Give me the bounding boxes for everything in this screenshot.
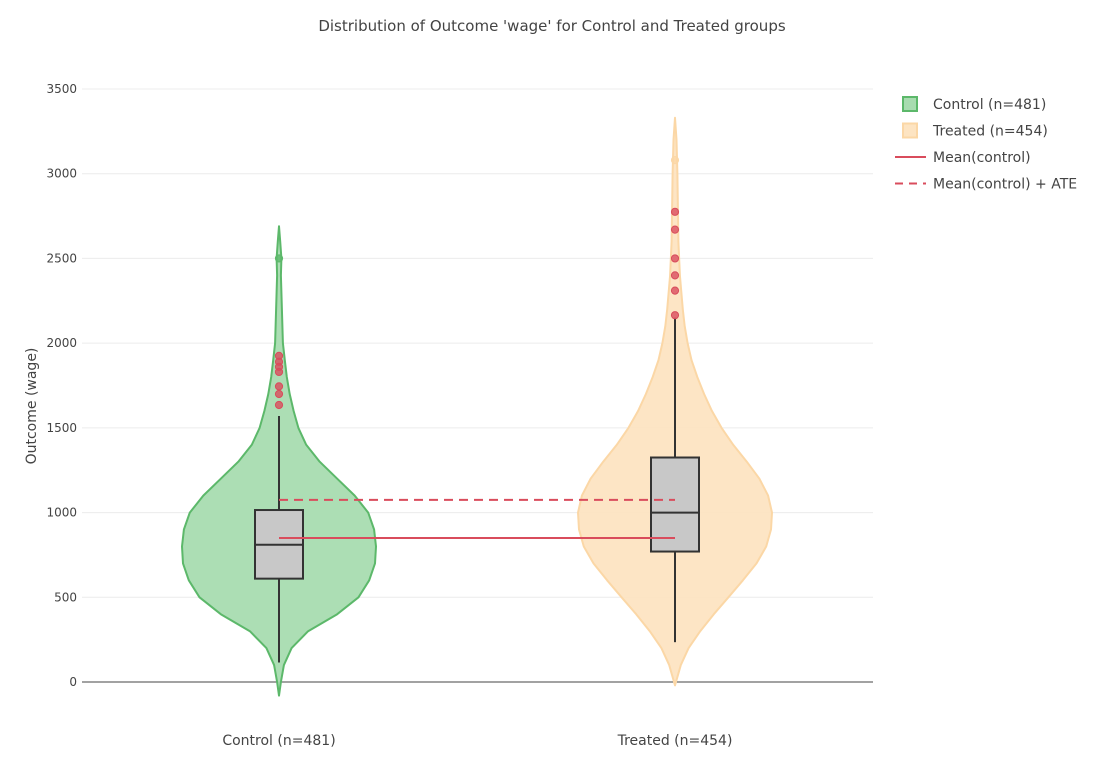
y-tick-label: 500 bbox=[54, 590, 77, 604]
y-tick-label: 1500 bbox=[46, 421, 77, 435]
outlier-point[interactable] bbox=[670, 254, 680, 263]
legend-label: Treated (n=454) bbox=[932, 124, 1048, 140]
legend-item[interactable]: Control (n=481) bbox=[902, 96, 1046, 113]
y-tick-label: 2000 bbox=[46, 336, 77, 350]
x-category-label: Control (n=481) bbox=[222, 733, 335, 749]
plot-area bbox=[181, 116, 773, 697]
outlier-point[interactable] bbox=[274, 382, 284, 391]
y-tick-label: 1000 bbox=[46, 506, 77, 520]
legend-label: Mean(control) + ATE bbox=[933, 177, 1077, 193]
outlier-point[interactable] bbox=[670, 286, 680, 295]
y-axis-ticks: 0 500 1000 1500 2000 2500 3000 3500 bbox=[46, 82, 77, 689]
y-tick-label: 3000 bbox=[46, 167, 77, 181]
legend-swatch bbox=[902, 122, 918, 139]
chart-title: Distribution of Outcome 'wage' for Contr… bbox=[318, 17, 786, 35]
y-tick-label: 3500 bbox=[46, 82, 77, 96]
outlier-point[interactable] bbox=[274, 389, 284, 399]
outlier-point[interactable] bbox=[670, 156, 680, 165]
legend-label: Control (n=481) bbox=[933, 97, 1046, 113]
y-axis-label: Outcome (wage) bbox=[24, 348, 40, 465]
legend[interactable]: Control (n=481) Treated (n=454) Mean(contr… bbox=[895, 96, 1077, 193]
outlier-point[interactable] bbox=[670, 271, 680, 280]
outlier-point[interactable] bbox=[670, 225, 680, 234]
legend-swatch bbox=[902, 96, 918, 112]
outlier-point[interactable] bbox=[274, 400, 284, 410]
x-axis-categories: Control (n=481) Treated (n=454) bbox=[222, 733, 732, 749]
legend-label: Mean(control) bbox=[933, 150, 1031, 166]
outlier-point[interactable] bbox=[274, 254, 284, 263]
legend-item[interactable]: Mean(control) + ATE bbox=[895, 177, 1077, 193]
outlier-point[interactable] bbox=[274, 351, 284, 360]
outlier-point[interactable] bbox=[670, 311, 680, 320]
y-tick-label: 0 bbox=[69, 675, 77, 689]
y-tick-label: 2500 bbox=[46, 251, 77, 265]
legend-item[interactable]: Treated (n=454) bbox=[902, 122, 1048, 140]
x-category-label: Treated (n=454) bbox=[617, 733, 733, 749]
reference-lines bbox=[279, 498, 675, 539]
outlier-point[interactable] bbox=[670, 207, 680, 216]
box-iqr[interactable] bbox=[650, 456, 700, 553]
legend-item[interactable]: Mean(control) bbox=[895, 150, 1031, 166]
